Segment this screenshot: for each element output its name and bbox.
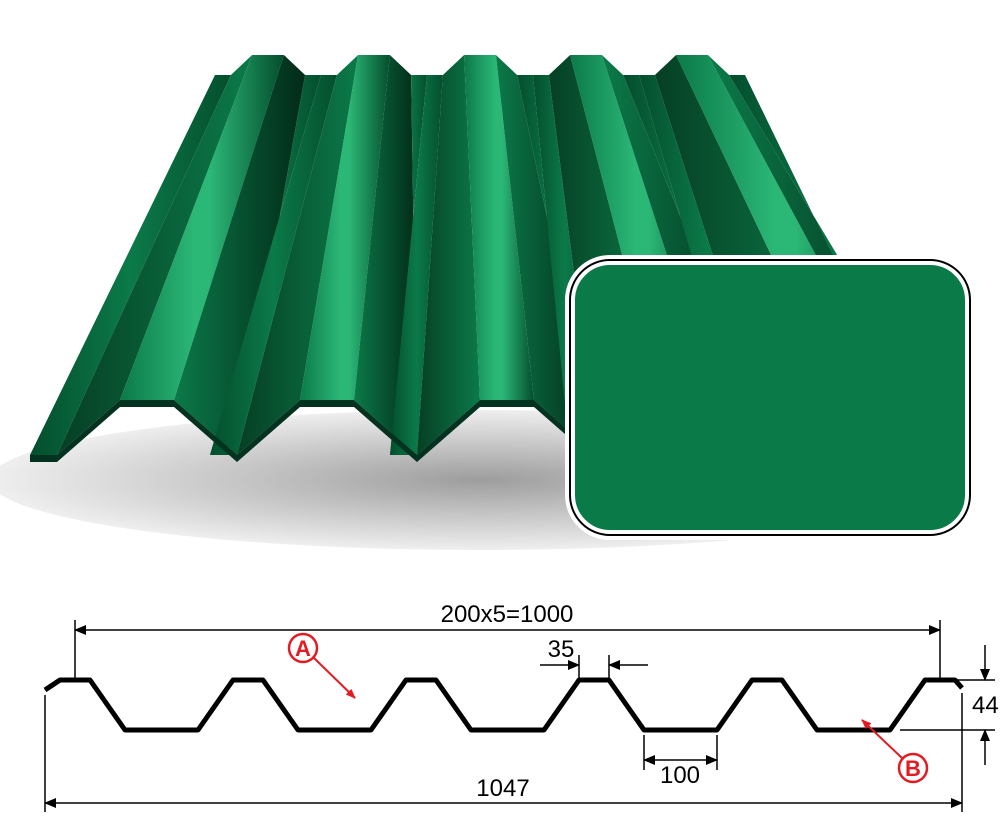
label-callout-a: A	[295, 636, 311, 661]
label-callout-b: B	[905, 756, 921, 781]
dim-overall: 1047	[45, 693, 962, 812]
page-root: 200x5=1000 35 100 44	[0, 0, 1000, 831]
dim-trough: 100	[644, 735, 717, 789]
color-swatch	[570, 260, 970, 535]
dim-height: 44	[900, 645, 999, 765]
label-rib-top: 35	[548, 636, 575, 663]
profile-path	[45, 680, 962, 730]
swatch-outer	[570, 260, 970, 535]
dim-pitch: 200x5=1000	[75, 601, 940, 680]
label-trough: 100	[660, 762, 700, 789]
label-overall: 1047	[476, 775, 529, 802]
diagram-svg: 200x5=1000 35 100 44	[0, 0, 1000, 831]
label-height: 44	[972, 692, 999, 719]
label-pitch: 200x5=1000	[441, 601, 574, 628]
profile-drawing: 200x5=1000 35 100 44	[45, 601, 999, 812]
dim-rib-top: 35	[540, 636, 648, 680]
callout-a: A	[289, 634, 355, 698]
